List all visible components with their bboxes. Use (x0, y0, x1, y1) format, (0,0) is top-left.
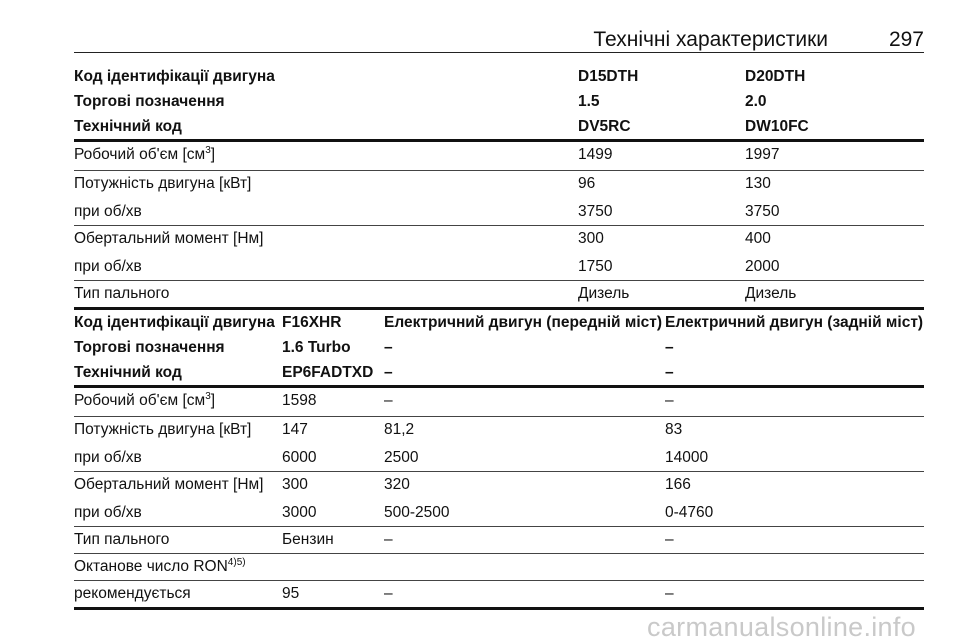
table-row: Потужність двигуна [кВт] 96 130 (74, 171, 924, 199)
table-cell: Бензин (282, 531, 334, 548)
table-cell: – (384, 531, 393, 548)
engine-table-diesel: Код ідентифікації двигуна D15DTH D20DTH … (74, 64, 924, 310)
row-label: Потужність двигуна [кВт] (74, 175, 252, 192)
table-row: Робочий об'єм [см3] 1499 1997 (74, 142, 924, 171)
header-cell: D20DTH (745, 68, 806, 85)
table-header-row: Технічний код EP6FADTXD – – (74, 360, 924, 388)
table-cell: 166 (665, 476, 691, 493)
table-cell: 300 (578, 230, 604, 247)
table-row: Потужність двигуна [кВт] 147 81,2 83 (74, 417, 924, 445)
row-label: при об/хв (74, 449, 142, 466)
table-row: при об/хв 6000 2500 14000 (74, 445, 924, 472)
table-header-row: Код ідентифікації двигуна D15DTH D20DTH (74, 64, 924, 89)
table-header-row: Технічний код DV5RC DW10FC (74, 114, 924, 142)
page-title: Технічні характеристики (593, 28, 828, 51)
table-cell: 0-4760 (665, 504, 714, 521)
engine-table-petrol-electric: Код ідентифікації двигуна F16XHR Електри… (74, 310, 924, 610)
table-row: Октанове число RON4)5) (74, 554, 924, 581)
table-header-row: Код ідентифікації двигуна F16XHR Електри… (74, 310, 924, 335)
row-label: Робочий об'єм [см3] (74, 145, 216, 164)
table-cell: 300 (282, 476, 308, 493)
header-cell: Код ідентифікації двигуна (74, 68, 275, 85)
header-cell: 1.5 (578, 93, 600, 110)
table-cell: 400 (745, 230, 771, 247)
row-label: рекомендується (74, 585, 191, 602)
header-cell: Код ідентифікації двигуна (74, 314, 275, 331)
row-label: Потужність двигуна [кВт] (74, 421, 252, 438)
header-cell: 1.6 Turbo (282, 339, 351, 356)
row-label: Тип пального (74, 285, 170, 302)
header-cell: Технічний код (74, 118, 182, 135)
table-cell: – (665, 585, 674, 602)
table-cell: 1750 (578, 258, 613, 275)
table-cell: 1997 (745, 146, 780, 163)
table-cell: 95 (282, 585, 300, 602)
header-cell: DW10FC (745, 118, 809, 135)
table-header-row: Торгові позначення 1.5 2.0 (74, 89, 924, 114)
table-row: рекомендується 95 – – (74, 581, 924, 610)
table-row: Тип пального Бензин – – (74, 527, 924, 554)
header-cell: 2.0 (745, 93, 767, 110)
header-cell: Торгові позначення (74, 339, 225, 356)
table-cell: 3750 (745, 203, 780, 220)
header-divider (74, 52, 924, 53)
table-cell: 14000 (665, 449, 709, 466)
table-row: Обертальний момент [Нм] 300 320 166 (74, 472, 924, 500)
table-cell: 1598 (282, 392, 317, 409)
table-cell: 2000 (745, 258, 780, 275)
header-cell: – (665, 364, 674, 381)
table-cell: 96 (578, 175, 596, 192)
table-cell: 3000 (282, 504, 317, 521)
row-label: при об/хв (74, 258, 142, 275)
header-cell: D15DTH (578, 68, 639, 85)
table-row: при об/хв 3000 500-2500 0-4760 (74, 500, 924, 527)
header-cell: – (384, 364, 393, 381)
header-cell: F16XHR (282, 314, 342, 331)
table-row: Тип пального Дизель Дизель (74, 281, 924, 310)
page-number: 297 (888, 28, 924, 51)
header-cell: – (665, 339, 674, 356)
table-header-row: Торгові позначення 1.6 Turbo – – (74, 335, 924, 360)
table-cell: 320 (384, 476, 410, 493)
table-cell: – (665, 392, 674, 409)
row-label: при об/хв (74, 504, 142, 521)
table-cell: 3750 (578, 203, 613, 220)
header-cell: Електричний двигун (задній міст) (665, 314, 924, 331)
row-label: Октанове число RON4)5) (74, 557, 246, 576)
table-cell: Дизель (578, 285, 630, 302)
table-cell: Дизель (745, 285, 797, 302)
page-header: Технічні характеристики 297 (74, 28, 924, 54)
table-cell: 1499 (578, 146, 613, 163)
table-cell: 81,2 (384, 421, 415, 438)
table-cell: 500-2500 (384, 504, 450, 521)
header-cell: EP6FADTXD (282, 364, 374, 381)
table-row: при об/хв 3750 3750 (74, 199, 924, 226)
table-cell: – (665, 531, 674, 548)
row-label: Робочий об'єм [см3] (74, 391, 216, 410)
table-cell: 130 (745, 175, 771, 192)
table-row: Обертальний момент [Нм] 300 400 (74, 226, 924, 254)
header-cell: DV5RC (578, 118, 631, 135)
row-label: при об/хв (74, 203, 142, 220)
row-label: Обертальний момент [Нм] (74, 476, 264, 493)
row-label: Обертальний момент [Нм] (74, 230, 264, 247)
table-cell: – (384, 392, 393, 409)
table-row: Робочий об'єм [см3] 1598 – – (74, 388, 924, 417)
header-cell: Технічний код (74, 364, 182, 381)
table-cell: – (384, 585, 393, 602)
table-row: при об/хв 1750 2000 (74, 254, 924, 281)
row-label: Тип пального (74, 531, 170, 548)
table-cell: 2500 (384, 449, 419, 466)
table-cell: 6000 (282, 449, 317, 466)
watermark: carmanualsonline.info (647, 612, 916, 642)
table-cell: 147 (282, 421, 308, 438)
header-cell: – (384, 339, 393, 356)
table-cell: 83 (665, 421, 683, 438)
header-cell: Торгові позначення (74, 93, 225, 110)
header-cell: Електричний двигун (передній міст) (384, 314, 663, 331)
